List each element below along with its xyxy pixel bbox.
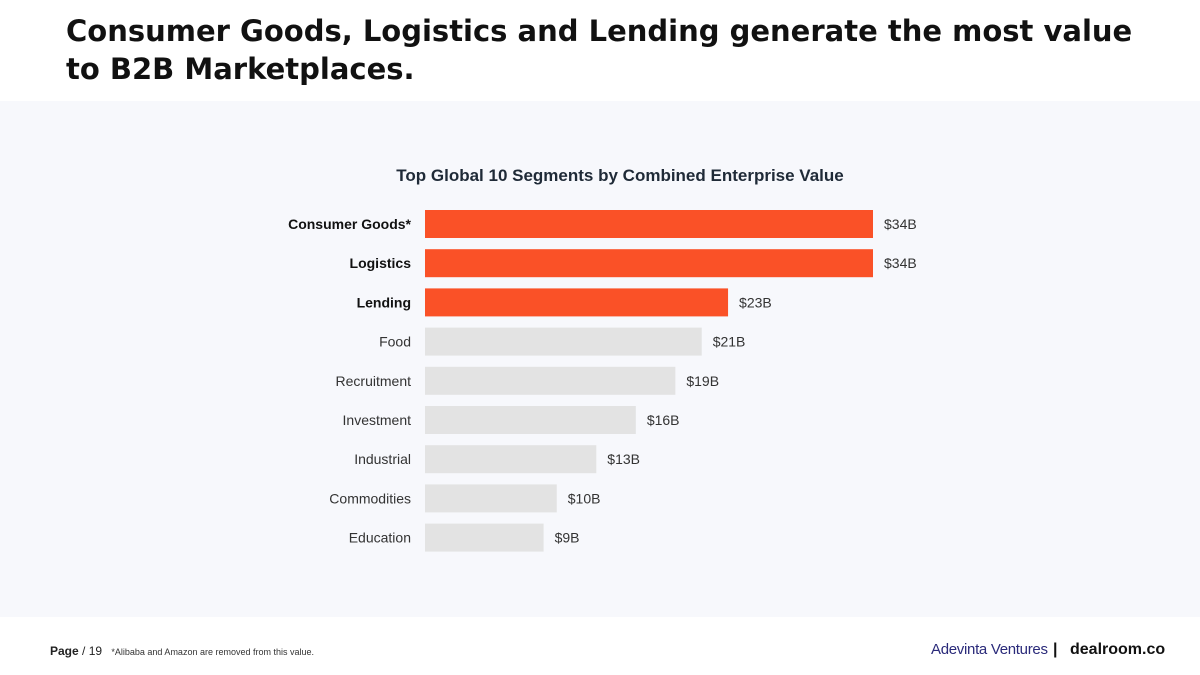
page-number: / 19	[82, 644, 103, 658]
bar	[425, 288, 729, 317]
category-label: Logistics	[350, 255, 412, 271]
bar	[425, 445, 597, 474]
category-label: Recruitment	[336, 373, 412, 389]
category-label: Investment	[343, 412, 412, 428]
footnote: *Alibaba and Amazon are removed from thi…	[111, 647, 315, 657]
footer-page-info: Page / 19 *Alibaba and Amazon are remove…	[50, 644, 314, 658]
value-label: $16B	[647, 412, 680, 428]
bar	[425, 406, 636, 434]
value-label: $34B	[884, 216, 917, 232]
value-label: $21B	[713, 334, 746, 350]
brand-separator: |	[1053, 641, 1058, 658]
category-label: Lending	[357, 294, 411, 310]
category-label: Commodities	[329, 490, 411, 506]
value-label: $23B	[739, 294, 772, 310]
bar	[425, 366, 676, 395]
chart-panel	[0, 101, 1200, 617]
adevinta-ventures-logo: Adevinta Ventures	[931, 641, 1048, 658]
bar	[425, 249, 873, 278]
value-label: $34B	[884, 255, 917, 271]
bar	[425, 523, 544, 552]
value-label: $10B	[568, 490, 601, 506]
category-label: Food	[379, 334, 411, 350]
value-label: $19B	[686, 373, 719, 389]
page-title: Consumer Goods, Logistics and Lending ge…	[66, 14, 1133, 86]
dealroom-logo: dealroom.co	[1070, 641, 1166, 658]
value-label: $13B	[607, 451, 640, 467]
bar	[425, 327, 702, 356]
category-label: Education	[349, 530, 411, 546]
page-label: Page	[50, 644, 79, 658]
bar	[425, 484, 557, 513]
value-label: $9B	[555, 530, 580, 546]
category-label: Consumer Goods*	[288, 216, 411, 232]
bar	[425, 210, 873, 238]
category-label: Industrial	[354, 451, 411, 467]
chart-title: Top Global 10 Segments by Combined Enter…	[396, 166, 844, 185]
